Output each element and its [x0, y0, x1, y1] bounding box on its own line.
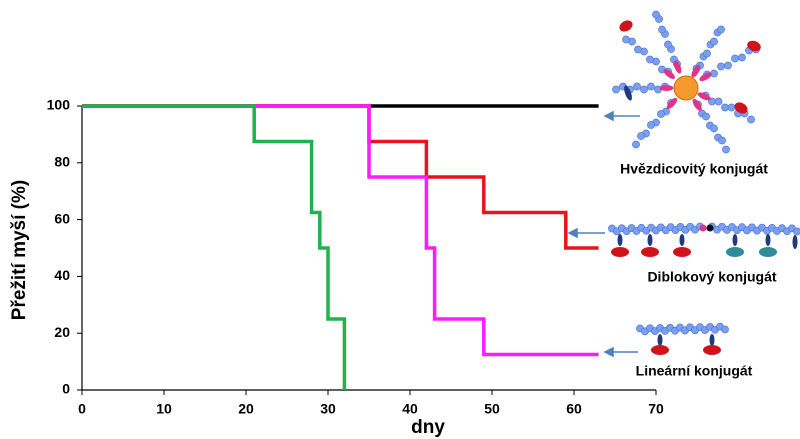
junction	[699, 224, 707, 232]
arrows	[567, 110, 640, 358]
group	[792, 235, 798, 249]
bead	[646, 55, 654, 64]
bead	[727, 103, 736, 112]
bead	[731, 54, 739, 63]
group	[726, 247, 744, 257]
group	[657, 334, 663, 346]
bead	[721, 103, 729, 112]
bead	[724, 61, 732, 70]
x-tick-label: 60	[566, 401, 582, 417]
annotation: Diblokový konjugát	[647, 269, 776, 285]
x-tick-label: 30	[320, 401, 336, 417]
bead	[622, 35, 630, 44]
group	[692, 98, 702, 111]
bead	[722, 145, 730, 154]
group	[673, 60, 682, 74]
bead	[702, 112, 710, 121]
y-tick-label: 100	[47, 97, 71, 113]
survival-line	[82, 104, 347, 390]
arrow-head	[603, 346, 614, 358]
x-tick-label: 0	[78, 401, 86, 417]
group	[679, 234, 685, 246]
x-tick-label: 70	[648, 401, 664, 417]
group	[641, 247, 659, 257]
group	[659, 85, 674, 91]
group	[709, 334, 715, 346]
y-tick-label: 60	[54, 210, 70, 226]
group	[673, 247, 691, 257]
group	[703, 345, 721, 355]
bead	[703, 49, 711, 58]
x-axis-label: dny	[411, 417, 445, 438]
bead	[717, 25, 725, 34]
molecule-illustrations	[608, 10, 800, 355]
y-tick-label: 40	[54, 267, 70, 283]
group	[624, 85, 632, 101]
group	[666, 97, 678, 109]
group	[759, 247, 777, 257]
bead	[747, 115, 755, 124]
group	[619, 20, 633, 32]
junction	[706, 224, 714, 232]
bead	[657, 110, 665, 118]
bead	[714, 97, 723, 106]
bead	[721, 325, 729, 334]
group	[691, 64, 701, 78]
x-tick-label: 50	[484, 401, 500, 417]
x-tick-label: 20	[238, 401, 254, 417]
y-tick-label: 80	[54, 154, 70, 170]
annotation: Lineární konjugát	[636, 363, 753, 379]
group	[651, 345, 669, 355]
group	[747, 40, 761, 52]
y-tick-label: 20	[54, 324, 70, 340]
bead	[664, 40, 672, 49]
bead	[633, 82, 641, 91]
bead	[632, 140, 640, 149]
group	[699, 72, 712, 82]
survival-line	[82, 104, 599, 357]
bead	[738, 53, 746, 62]
bead	[793, 227, 800, 236]
bead	[717, 62, 725, 71]
bead	[640, 85, 648, 94]
bead	[718, 136, 726, 145]
group	[647, 234, 653, 246]
group	[663, 68, 675, 80]
bead	[652, 10, 660, 19]
group	[732, 234, 738, 246]
bead	[637, 132, 645, 140]
bead	[658, 25, 666, 34]
x-tick-label: 40	[402, 401, 418, 417]
bead	[647, 121, 655, 129]
bead	[634, 45, 642, 54]
x-tick-label: 10	[156, 401, 172, 417]
y-tick-label: 0	[62, 381, 70, 397]
arrow-head	[567, 227, 578, 239]
group	[617, 234, 623, 246]
survival-line	[82, 104, 599, 250]
bead	[710, 124, 718, 133]
bead	[612, 85, 620, 94]
bead	[647, 82, 655, 91]
annotation: Hvězdicovitý konjugát	[620, 161, 768, 177]
core	[673, 75, 699, 101]
group	[765, 234, 771, 246]
y-axis-label: Přežití myší (%)	[9, 180, 30, 320]
group	[611, 247, 629, 257]
bead	[710, 37, 718, 46]
arrow-head	[603, 110, 614, 122]
group	[697, 92, 711, 101]
group	[734, 102, 748, 114]
